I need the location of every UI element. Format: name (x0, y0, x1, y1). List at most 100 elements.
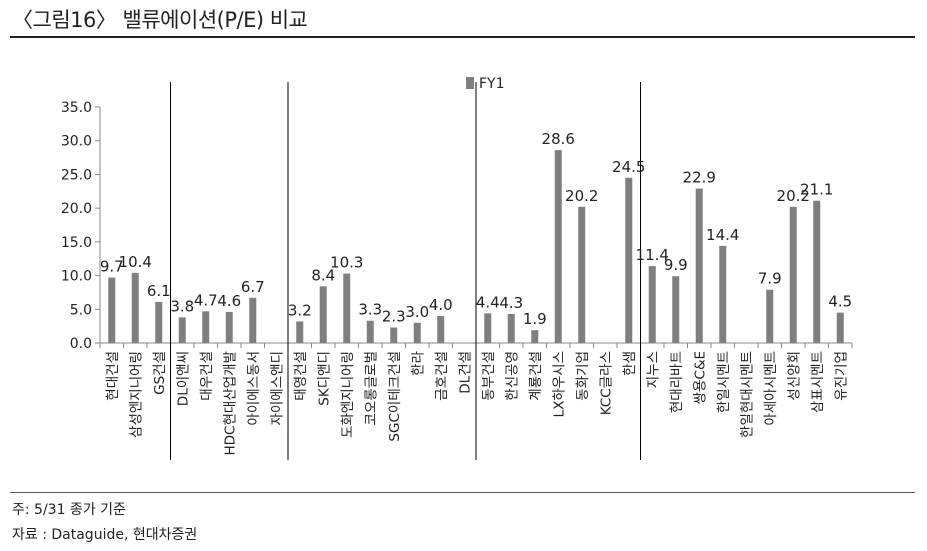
x-tick-label: 계룡건설 (528, 351, 544, 401)
x-tick-label: 현대건설 (105, 351, 121, 401)
bar (343, 273, 351, 343)
x-tick-label: SK디앤디 (316, 351, 332, 406)
bar (202, 311, 210, 343)
bar (178, 317, 186, 343)
bar (366, 320, 374, 343)
data-label: 2.3 (382, 307, 406, 325)
bar (719, 245, 727, 343)
chart-data-labels: 9.710.4 6.13.8 4.7 4.66.7 3.2 8.410.3 3.3 2.3 3.… (100, 130, 852, 328)
x-tick-label: 성신양회 (786, 351, 802, 401)
data-label: 6.1 (147, 282, 171, 300)
x-tick-label: 자이에스앤디 (269, 351, 285, 426)
bar (554, 150, 562, 343)
bar (789, 206, 797, 343)
data-label: 4.4 (476, 293, 500, 311)
x-tick-label: 삼표시멘트 (810, 351, 826, 413)
bar (836, 312, 844, 343)
x-tick-label: GS건설 (152, 351, 168, 395)
x-tick-label: 도화엔지니어링 (340, 351, 356, 438)
data-label: 10.3 (330, 254, 363, 272)
data-label: 1.9 (523, 310, 547, 328)
title-rule (10, 36, 915, 38)
x-tick-label: HDC현대산업개발 (222, 351, 238, 456)
x-tick-label: KCC글라스 (598, 351, 614, 415)
bar (648, 266, 656, 343)
source-note: 자료 : Dataguide, 현대차증권 (12, 527, 198, 543)
data-label: 4.7 (194, 291, 218, 309)
data-label: 10.4 (119, 253, 152, 271)
bar (390, 327, 398, 343)
data-label: 24.5 (612, 158, 645, 176)
legend-label: FY1 (479, 76, 505, 92)
x-tick-label: 동부건설 (481, 351, 497, 401)
bar (507, 314, 515, 343)
data-label: 7.9 (758, 270, 782, 288)
x-tick-label: 지누스 (645, 351, 661, 388)
y-tick-label: 0.0 (70, 336, 92, 352)
bar (155, 301, 163, 343)
x-tick-label: 금호건설 (434, 351, 450, 401)
data-label: 3.0 (405, 303, 429, 321)
data-label: 4.0 (429, 296, 453, 314)
x-tick-label: 유진기업 (833, 351, 849, 401)
bar (578, 206, 586, 343)
x-tick-label: 동화기업 (575, 351, 591, 401)
chart-x-labels: 현대건설 삼성엔지니어링 GS건설 DL이앤씨 대우건설 HDC현대산업개발 아이에스동서 자… (105, 350, 850, 455)
x-tick-label: 대우건설 (199, 351, 215, 401)
y-tick-label: 5.0 (70, 302, 92, 318)
x-tick-label: 한일시멘트 (716, 351, 732, 413)
bar (437, 316, 445, 343)
bar (413, 322, 421, 343)
data-label: 20.2 (777, 187, 810, 205)
x-tick-label: 삼성엔지니어링 (128, 351, 144, 438)
data-label: 4.5 (828, 293, 852, 311)
x-tick-label: LX하우시스 (551, 351, 567, 417)
data-label: 4.3 (499, 294, 523, 312)
pe-bar-chart: FY1 0.05.010.015.020.025.030.035.0 9.710… (61, 76, 853, 460)
data-label: 3.8 (170, 297, 194, 315)
x-tick-label: 코오롱글로벌 (363, 351, 379, 426)
figure-title: 〈그림16〉 밸류에이션(P/E) 비교 (12, 8, 308, 32)
x-tick-label: 한신공영 (504, 351, 520, 401)
y-tick-label: 30.0 (61, 134, 92, 150)
bar (672, 276, 680, 343)
data-label: 28.6 (542, 130, 575, 148)
bar (319, 286, 327, 343)
footnote: 주: 5/31 종가 기준 (12, 502, 126, 518)
x-tick-label: 현대리바트 (669, 351, 685, 413)
bar (813, 200, 821, 343)
legend-swatch (466, 77, 474, 89)
y-tick-label: 15.0 (61, 235, 92, 251)
y-tick-label: 35.0 (61, 100, 92, 116)
bar (695, 188, 703, 343)
data-label: 14.4 (706, 226, 739, 244)
chart-bars (108, 150, 844, 343)
bar (484, 313, 492, 343)
bar (249, 297, 257, 343)
bar (625, 177, 633, 343)
bar (766, 289, 774, 343)
bar (225, 311, 233, 343)
x-tick-label: DL건설 (457, 351, 473, 394)
x-tick-label: 아세아시멘트 (763, 351, 779, 426)
data-label: 3.3 (358, 301, 382, 319)
data-label: 4.6 (217, 292, 241, 310)
bar (108, 277, 116, 343)
chart-axes: 0.0 5.0 10.0 15.0 20.0 25.0 30.0 35.0 (61, 82, 853, 460)
y-tick-label: 25.0 (61, 167, 92, 183)
x-tick-label: SGC이테크건설 (387, 351, 403, 442)
data-label: 11.4 (636, 246, 669, 264)
y-tick-label: 20.0 (61, 201, 92, 217)
data-label: 22.9 (683, 169, 716, 187)
data-label: 6.7 (241, 278, 265, 296)
chart-legend: FY1 (466, 76, 505, 92)
x-tick-label: 한일현대시멘트 (739, 351, 755, 438)
data-label: 21.1 (800, 181, 833, 199)
x-tick-label: 태영건설 (293, 351, 309, 401)
data-label: 9.9 (664, 256, 688, 274)
data-label: 9.7 (100, 258, 124, 276)
x-tick-label: DL이앤씨 (175, 351, 191, 406)
x-tick-label: 한샘 (622, 351, 638, 376)
footer-rule (10, 492, 915, 493)
bar (296, 321, 304, 343)
